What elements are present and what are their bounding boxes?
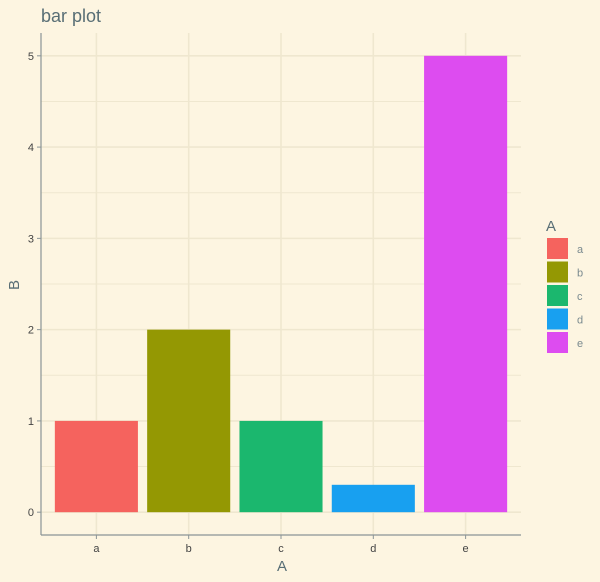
x-axis-ticks: a b c d e [93,535,469,555]
bar-a [54,420,138,513]
legend-label-a: a [577,244,584,256]
x-tick-label: a [93,543,100,555]
x-tick-label: b [186,543,192,555]
y-tick-label: 4 [28,142,34,154]
x-tick-label: e [463,543,469,555]
chart-title: bar plot [41,6,101,26]
legend-swatch-a [547,238,568,259]
legend-swatch-d [547,308,568,330]
x-tick-label: c [278,543,284,555]
legend-swatch-c [547,285,568,306]
y-tick-label: 0 [28,507,34,519]
bar-c [239,420,323,513]
bar-b [147,329,231,513]
legend-title: A [546,218,556,235]
legend-label-b: b [577,268,583,280]
bars [54,55,508,513]
y-tick-label: 3 [28,233,34,245]
legend-label-c: c [577,291,583,303]
legend-swatch-e [547,332,568,353]
bar-e [424,55,508,513]
x-tick-label: d [370,543,376,555]
legend-label-d: d [577,315,583,327]
y-tick-label: 1 [28,416,34,428]
legend-label-e: e [577,338,583,350]
legend-swatch-b [547,261,568,283]
bar-d [331,484,415,513]
x-axis-title: A [277,558,287,575]
y-axis-ticks: 0 1 2 3 4 5 [28,51,41,519]
y-axis-title: B [6,280,23,290]
y-tick-label: 2 [28,325,34,337]
y-tick-label: 5 [28,51,34,63]
